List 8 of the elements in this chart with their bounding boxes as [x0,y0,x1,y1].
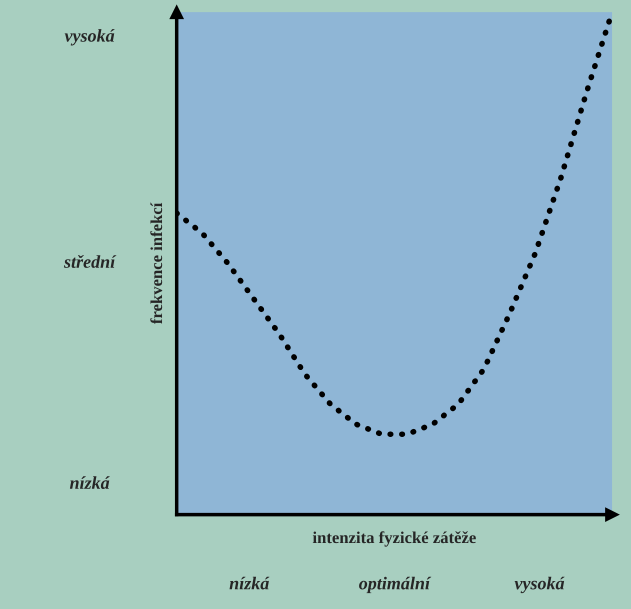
text: nízká [70,476,110,489]
text: vysoká [514,576,565,594]
y-axis-title: frekvence infekcí [150,202,162,324]
text: střední [64,255,116,268]
text: nízká [230,576,270,590]
text: vysoká [64,29,115,46]
x-axis-title: intenzita fyzické zátěže [312,531,476,547]
text: optimální [359,576,432,594]
